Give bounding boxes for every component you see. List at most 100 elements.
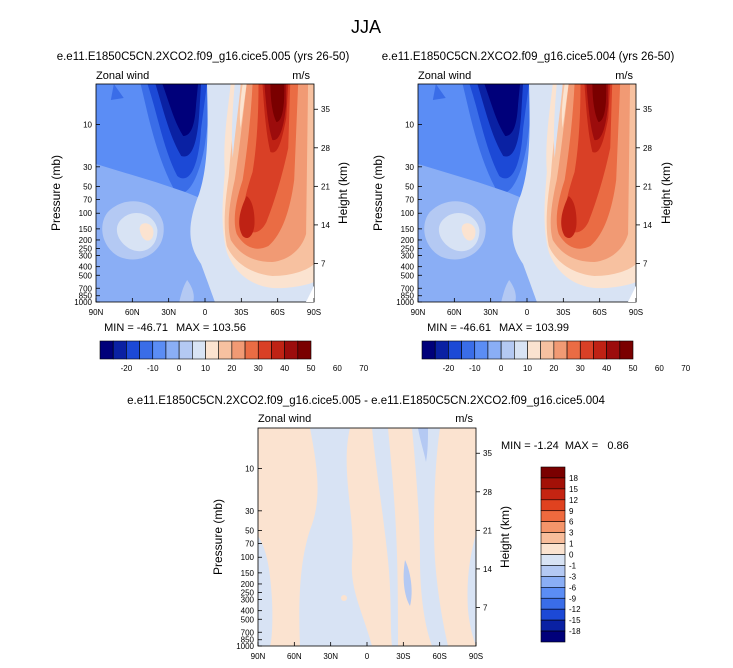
colorbar-swatch xyxy=(540,466,566,479)
panel-title: e.e11.E1850C5CN.2XCO2.f09_g16.cice5.004 … xyxy=(382,51,675,63)
max-label: MAX = 103.99 xyxy=(499,322,569,334)
y-tick-label: 300 xyxy=(401,252,415,261)
colorbar-swatch xyxy=(593,340,607,360)
colorbar-swatch xyxy=(540,587,566,599)
colorbar-swatch xyxy=(514,340,528,360)
units-label: m/s xyxy=(615,70,633,82)
y-tick-label: 1000 xyxy=(74,298,92,307)
y-tick-label: 150 xyxy=(79,225,93,234)
y-right-tick-label: 35 xyxy=(483,449,492,458)
negative-region xyxy=(372,428,398,646)
y-tick-label: 100 xyxy=(79,209,93,218)
colorbar-swatch xyxy=(231,340,246,360)
y-tick-label: 200 xyxy=(241,580,255,589)
y-right-tick-label: 14 xyxy=(643,221,652,230)
min-label: MIN = -46.61 xyxy=(427,322,491,334)
colorbar-swatch xyxy=(218,340,233,360)
colorbar-label: 0 xyxy=(177,364,182,373)
colorbar-swatch xyxy=(540,608,566,621)
y-right-tick-label: 28 xyxy=(321,144,330,153)
colorbar-swatch xyxy=(165,340,180,360)
colorbar-label: 70 xyxy=(681,364,690,373)
colorbar-swatch xyxy=(178,340,193,360)
y-tick-label: 500 xyxy=(401,271,415,280)
y-axis-right: 35 28 21 14 7 xyxy=(636,105,652,268)
y-tick-label: 700 xyxy=(79,284,93,293)
colorbar-swatch xyxy=(540,499,566,512)
colorbar-swatch xyxy=(540,510,566,522)
colorbar-label: 50 xyxy=(307,364,316,373)
max-label: MAX = 103.56 xyxy=(176,322,246,334)
x-tick-label: 60S xyxy=(433,652,447,661)
x-tick-label: 0 xyxy=(203,308,208,317)
y-tick-label: 50 xyxy=(245,527,254,536)
x-tick-label: 90S xyxy=(629,308,643,317)
x-tick-label: 30N xyxy=(161,308,176,317)
colorbar-swatch xyxy=(421,340,436,360)
y-right-tick-label: 7 xyxy=(643,259,648,268)
units-label: m/s xyxy=(292,70,310,82)
y-tick-label: 50 xyxy=(83,183,92,192)
y-tick-label: 10 xyxy=(405,120,414,129)
colorbar-swatch xyxy=(540,597,566,610)
colorbar-swatch xyxy=(152,340,167,360)
colorbar-label: 30 xyxy=(576,364,585,373)
colorbar-swatch xyxy=(540,543,566,555)
y-tick-label: 400 xyxy=(79,263,93,272)
colorbar-label: 15 xyxy=(569,485,578,494)
x-tick-label: 90N xyxy=(411,308,426,317)
positive-field xyxy=(258,428,476,646)
x-tick-label: 90S xyxy=(469,652,483,661)
x-axis: 90N 60N 30N 0 30S 60S 90S xyxy=(251,642,483,661)
negative-region xyxy=(258,536,273,646)
y-tick-label: 70 xyxy=(83,195,92,204)
colorbar-swatch xyxy=(448,340,462,360)
y-right-tick-label: 7 xyxy=(321,259,326,268)
colorbar-label: -20 xyxy=(121,364,133,373)
y-right-tick-label: 21 xyxy=(643,182,652,191)
colorbar-swatch xyxy=(553,340,568,360)
panel-3: e.e11.E1850C5CN.2XCO2.f09_g16.cice5.005 … xyxy=(127,395,629,661)
colorbar-label: 0 xyxy=(499,364,504,373)
units-label: m/s xyxy=(455,413,473,425)
y-tick-label: 1000 xyxy=(396,298,414,307)
y-right-tick-label: 35 xyxy=(321,105,330,114)
y-right-tick-label: 14 xyxy=(483,565,492,574)
y-tick-label: 10 xyxy=(83,120,92,129)
y-axis-right: 35 28 21 14 7 xyxy=(476,449,492,612)
y-tick-label: 850 xyxy=(401,292,415,301)
y-axis-right-label: Height (km) xyxy=(336,162,350,224)
x-tick-label: 30S xyxy=(396,652,410,661)
panel-title: e.e11.E1850C5CN.2XCO2.f09_g16.cice5.005 … xyxy=(127,395,605,407)
colorbar-swatch xyxy=(579,340,594,360)
colorbar-label: 30 xyxy=(254,364,263,373)
colorbar-swatch xyxy=(619,340,634,360)
colorbar-label: 6 xyxy=(569,518,574,527)
colorbar-label: -10 xyxy=(147,364,159,373)
x-axis: 90N 60N 30N 0 30S 60S 90S xyxy=(411,298,643,317)
colorbar-swatch xyxy=(434,340,449,360)
variable-label: Zonal wind xyxy=(258,413,311,425)
colorbar-swatch xyxy=(192,340,206,360)
y-right-tick-label: 28 xyxy=(643,144,652,153)
positive-spot xyxy=(341,595,347,601)
y-right-tick-label: 35 xyxy=(643,105,652,114)
x-tick-label: 90S xyxy=(307,308,321,317)
x-tick-label: 60S xyxy=(271,308,285,317)
variable-label: Zonal wind xyxy=(96,70,149,82)
y-axis-label: Pressure (mb) xyxy=(49,155,63,231)
panel-title: e.e11.E1850C5CN.2XCO2.f09_g16.cice5.005 … xyxy=(57,51,350,63)
y-tick-label: 500 xyxy=(241,615,255,624)
y-right-tick-label: 21 xyxy=(483,526,492,535)
y-tick-label: 700 xyxy=(401,284,415,293)
colorbar-swatch xyxy=(540,619,566,632)
colorbar-label: 20 xyxy=(549,364,558,373)
colorbar-swatch xyxy=(606,340,621,360)
colorbar-label: 20 xyxy=(227,364,236,373)
y-tick-label: 50 xyxy=(405,183,414,192)
plot-area xyxy=(417,83,637,303)
negative-region xyxy=(403,560,412,606)
colorbar-label: -6 xyxy=(569,583,577,592)
